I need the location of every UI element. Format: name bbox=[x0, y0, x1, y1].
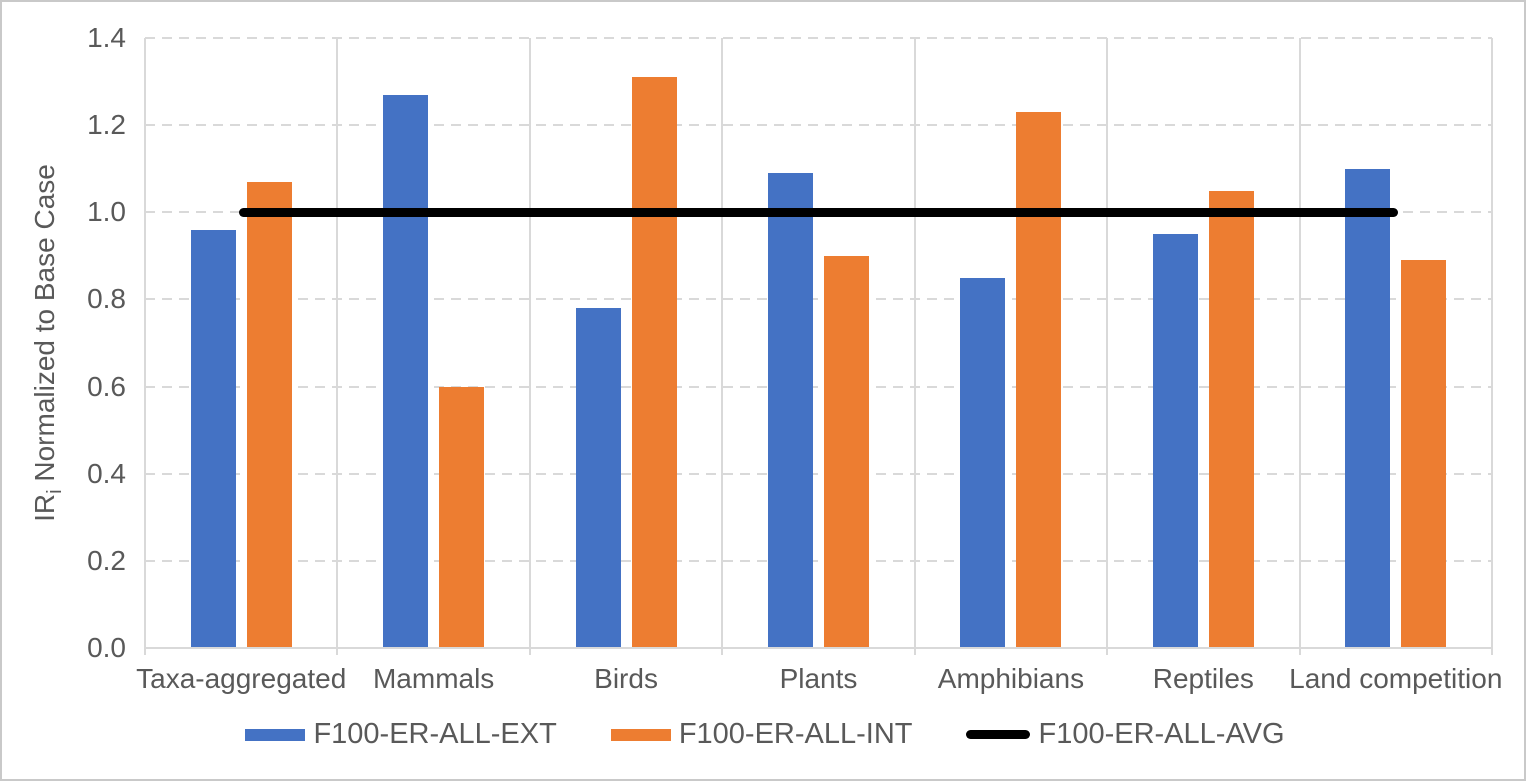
gridline-y-0.6 bbox=[145, 385, 1492, 388]
x-category-label-Taxa-aggregated: Taxa-aggregated bbox=[136, 663, 347, 694]
y-tick-label: 1.2 bbox=[87, 109, 126, 141]
y-tick-label: 0.2 bbox=[87, 544, 126, 576]
y-tick-label: 0.8 bbox=[87, 283, 126, 315]
category-separator bbox=[336, 38, 339, 655]
x-category-label-Birds: Birds bbox=[594, 663, 658, 694]
gridline-y-0.8 bbox=[145, 298, 1492, 301]
bar-F100-ER-ALL-EXT-Amphibians bbox=[960, 277, 1006, 647]
bar-F100-ER-ALL-EXT-Mammals bbox=[383, 94, 429, 647]
bar-F100-ER-ALL-INT-Land competition bbox=[1401, 260, 1447, 647]
x-category-label-Reptiles: Reptiles bbox=[1152, 663, 1254, 694]
bar-F100-ER-ALL-EXT-Reptiles bbox=[1152, 234, 1198, 647]
bar-F100-ER-ALL-INT-Birds bbox=[631, 77, 677, 647]
bar-F100-ER-ALL-INT-Mammals bbox=[439, 386, 485, 647]
gridline-y-0.2 bbox=[145, 559, 1492, 562]
legend-item-F100-ER-ALL-AVG: F100-ER-ALL-AVG bbox=[966, 718, 1285, 751]
legend-swatch-bar bbox=[610, 728, 671, 741]
category-separator bbox=[1491, 38, 1493, 655]
category-separator bbox=[1298, 38, 1301, 655]
bar-F100-ER-ALL-INT-Amphibians bbox=[1016, 112, 1062, 647]
legend-swatch-bar bbox=[245, 728, 306, 741]
x-category-label-Mammals: Mammals bbox=[372, 663, 495, 694]
legend-label: F100-ER-ALL-EXT bbox=[313, 718, 557, 750]
y-tick-label: 1.4 bbox=[87, 22, 126, 53]
legend-label: F100-ER-ALL-INT bbox=[678, 718, 913, 750]
x-category-label-Plants: Plants bbox=[779, 663, 858, 694]
category-separator bbox=[144, 38, 146, 655]
legend-item-F100-ER-ALL-EXT: F100-ER-ALL-EXT bbox=[245, 718, 557, 751]
gridline-y-1.2 bbox=[145, 124, 1492, 127]
y-tick-label: 0.4 bbox=[87, 457, 126, 489]
legend: F100-ER-ALL-EXT F100-ER-ALL-INT F100-ER-AL… bbox=[2, 718, 1524, 751]
x-axis-line bbox=[145, 647, 1492, 649]
category-separator bbox=[913, 38, 916, 655]
bar-F100-ER-ALL-INT-Plants bbox=[824, 255, 869, 647]
bar-F100-ER-ALL-EXT-Taxa-aggregated bbox=[190, 229, 236, 647]
bar-F100-ER-ALL-INT-Taxa-aggregated bbox=[246, 181, 292, 647]
bar-F100-ER-ALL-EXT-Plants bbox=[768, 173, 813, 647]
y-axis-title-subscript: i bbox=[43, 489, 66, 494]
bar-F100-ER-ALL-INT-Reptiles bbox=[1208, 190, 1254, 647]
legend-item-F100-ER-ALL-INT: F100-ER-ALL-INT bbox=[610, 718, 913, 751]
category-separator bbox=[528, 38, 531, 655]
legend-swatch-line bbox=[966, 730, 1031, 739]
y-tick-label: 0.6 bbox=[87, 370, 126, 402]
y-tick-label: 1.0 bbox=[87, 196, 126, 228]
gridline-y-1.4 bbox=[145, 37, 1492, 39]
category-separator bbox=[721, 38, 724, 655]
bar-F100-ER-ALL-EXT-Birds bbox=[575, 308, 621, 647]
x-category-label-Amphibians: Amphibians bbox=[937, 663, 1085, 694]
bar-F100-ER-ALL-EXT-Land competition bbox=[1345, 168, 1391, 647]
y-tick-label: 0.0 bbox=[87, 632, 126, 663]
gridline-y-0.4 bbox=[145, 472, 1492, 475]
category-separator bbox=[1106, 38, 1109, 655]
legend-label: F100-ER-ALL-AVG bbox=[1038, 718, 1285, 750]
average-line bbox=[239, 207, 1398, 217]
y-axis-title-prefix: IR bbox=[29, 493, 61, 522]
x-category-label-Land competition: Land competition bbox=[1289, 663, 1503, 694]
